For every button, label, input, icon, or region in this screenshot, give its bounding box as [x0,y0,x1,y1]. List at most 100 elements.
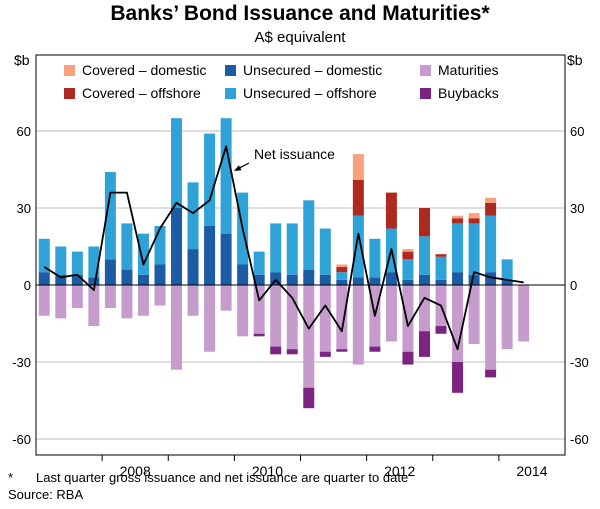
bar-unsecured_offshore [187,182,199,250]
bar-maturities [88,285,100,327]
footnote: * Last quarter gross issuance and net iss… [8,470,408,485]
bar-unsecured_offshore [501,259,513,280]
bar-maturities [468,285,480,345]
bar-maturities [270,285,282,347]
legend-item-buybacks: Buybacks [420,85,499,101]
y-axis-unit-left: $b [14,52,30,68]
bar-unsecured_domestic [402,279,414,285]
y-tick-label-right: -60 [570,432,589,447]
bar-covered_domestic [468,213,480,219]
bar-unsecured_domestic [385,272,397,285]
bar-unsecured_domestic [435,279,447,285]
bar-unsecured_domestic [121,269,133,285]
legend-item-covered-offshore: Covered – offshore [64,85,201,101]
y-tick-label-left: 60 [17,124,31,139]
bar-covered_domestic [336,264,348,268]
bar-unsecured_offshore [418,236,430,275]
bar-covered_offshore [468,218,480,224]
source-note: Source: RBA [8,487,84,502]
bar-unsecured_offshore [485,215,497,273]
bar-maturities [55,285,67,319]
bar-maturities [71,285,83,309]
legend-swatch-buybacks [420,87,431,99]
bar-unsecured_domestic [237,264,249,285]
legend-item-maturities: Maturities [420,62,499,78]
bar-buybacks [418,331,430,357]
bar-unsecured_offshore [154,225,166,265]
bar-unsecured_domestic [38,272,50,285]
bar-maturities [137,285,149,316]
bar-unsecured_offshore [171,118,183,208]
bar-maturities [402,285,414,352]
x-year-label: 2012 [384,463,415,479]
bar-maturities [485,285,497,370]
bar-unsecured_offshore [55,246,67,275]
bar-unsecured_domestic [187,249,199,285]
bar-unsecured_offshore [402,259,414,280]
bar-unsecured_offshore [88,246,100,278]
bar-covered_offshore [336,267,348,273]
bar-unsecured_domestic [468,274,480,285]
legend-swatch-unsecured-domestic [225,64,236,76]
bar-unsecured_offshore [319,228,331,275]
bar-maturities [418,285,430,332]
bar-maturities [38,285,50,316]
bar-buybacks [336,349,348,352]
bar-unsecured_offshore [220,118,232,234]
bar-maturities [319,285,331,352]
net-issuance-annotation: Net issuance [254,146,335,162]
bar-unsecured_offshore [121,223,133,270]
bar-buybacks [270,346,282,355]
bar-unsecured_domestic [220,233,232,285]
bar-covered_offshore [385,192,397,229]
bar-covered_offshore [452,218,464,224]
bar-unsecured_offshore [71,251,83,275]
bar-covered_offshore [402,251,414,260]
legend-swatch-unsecured-offshore [225,87,236,99]
bar-unsecured_offshore [270,223,282,273]
bar-maturities [204,285,216,352]
bar-unsecured_domestic [204,225,216,285]
bar-unsecured_domestic [286,274,298,285]
legend-swatch-maturities [420,64,431,76]
bar-maturities [352,285,364,365]
bar-unsecured_offshore [137,233,149,275]
bar-unsecured_offshore [468,223,480,275]
bar-maturities [121,285,133,319]
bar-buybacks [452,362,464,393]
bar-maturities [154,285,166,306]
bar-unsecured_offshore [303,200,315,270]
bar-covered_offshore [352,179,364,216]
bar-unsecured_domestic [171,208,183,285]
bar-unsecured_domestic [485,272,497,285]
bar-maturities [187,285,199,316]
bar-unsecured_domestic [303,269,315,285]
chart-plot: -60 -60 -30 -30 0 0 30 30 60 60 2008 2010 2012 2014 Ne… [12,54,589,479]
y-tick-label-left: -30 [12,355,31,370]
bar-unsecured_domestic [452,272,464,285]
bar-buybacks [369,346,381,352]
bar-unsecured_offshore [286,223,298,275]
bar-unsecured_domestic [253,274,265,285]
bar-unsecured_offshore [435,256,447,280]
bar-covered_offshore [485,202,497,216]
y-tick-label-left: 0 [24,278,31,293]
bar-covered_offshore [418,208,430,237]
net-issuance-line [43,145,524,351]
bar-buybacks [303,387,315,409]
bar-unsecured_offshore [452,223,464,273]
legend-swatch-covered-domestic [64,64,75,76]
legend-label-buybacks: Buybacks [438,85,499,101]
bar-covered_domestic [485,197,497,203]
bar-maturities [171,285,183,370]
bar-unsecured_domestic [71,274,83,285]
bar-unsecured_offshore [38,238,50,273]
bar-unsecured_domestic [369,277,381,285]
bar-buybacks [319,351,331,357]
bar-unsecured_offshore [336,272,348,280]
bar-unsecured_domestic [352,277,364,285]
bar-unsecured_domestic [501,279,513,285]
bar-buybacks [253,333,265,337]
bar-maturities [336,285,348,350]
